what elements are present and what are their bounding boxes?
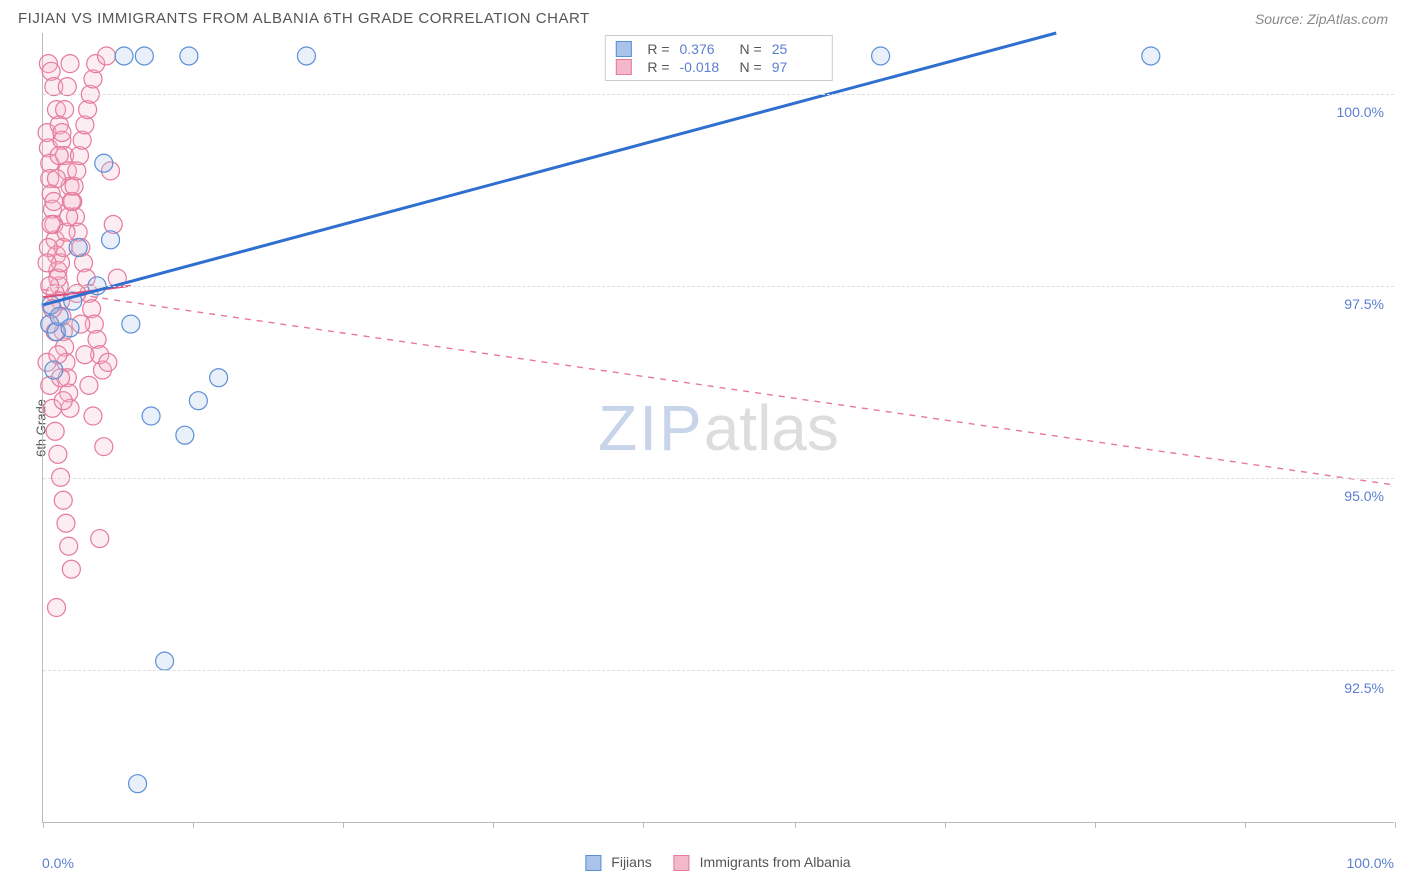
header: FIJIAN VS IMMIGRANTS FROM ALBANIA 6TH GR… xyxy=(0,0,1406,33)
plot-svg xyxy=(43,33,1394,822)
legend-label: Immigrants from Albania xyxy=(700,854,851,870)
series-legend: Fijians Immigrants from Albania xyxy=(585,854,850,871)
legend-swatch-icon xyxy=(674,855,690,871)
y-tick-label: 95.0% xyxy=(1344,488,1384,504)
r-value-albania: -0.018 xyxy=(680,59,730,75)
source-label: Source: ZipAtlas.com xyxy=(1255,11,1388,27)
x-tick xyxy=(493,822,494,828)
n-label: N = xyxy=(740,41,762,57)
gridline xyxy=(43,286,1394,287)
x-tick xyxy=(343,822,344,828)
gridline xyxy=(43,478,1394,479)
r-label: R = xyxy=(647,41,669,57)
n-value-fijians: 25 xyxy=(772,41,822,57)
r-label: R = xyxy=(647,59,669,75)
x-tick xyxy=(643,822,644,828)
x-tick xyxy=(193,822,194,828)
plot-region: ZIPatlas R = 0.376 N = 25 R = -0.018 N =… xyxy=(42,33,1394,823)
legend-swatch-icon xyxy=(585,855,601,871)
x-tick xyxy=(1095,822,1096,828)
legend-label: Fijians xyxy=(611,854,651,870)
chart-area: 6th Grade ZIPatlas R = 0.376 N = 25 R = … xyxy=(42,33,1394,823)
legend-row-fijians: R = 0.376 N = 25 xyxy=(615,40,821,58)
gridline xyxy=(43,670,1394,671)
x-axis-min-label: 0.0% xyxy=(42,855,74,871)
x-tick xyxy=(1395,822,1396,828)
x-axis-max-label: 100.0% xyxy=(1347,855,1394,871)
legend-row-albania: R = -0.018 N = 97 xyxy=(615,58,821,76)
r-value-fijians: 0.376 xyxy=(680,41,730,57)
x-tick xyxy=(945,822,946,828)
legend-item-albania: Immigrants from Albania xyxy=(674,854,851,871)
n-value-albania: 97 xyxy=(772,59,822,75)
legend-item-fijians: Fijians xyxy=(585,854,651,871)
legend-swatch-albania xyxy=(615,59,631,75)
y-tick-label: 100.0% xyxy=(1337,104,1384,120)
y-tick-label: 92.5% xyxy=(1344,680,1384,696)
correlation-legend: R = 0.376 N = 25 R = -0.018 N = 97 xyxy=(604,35,832,81)
gridline xyxy=(43,94,1394,95)
x-tick xyxy=(43,822,44,828)
n-label: N = xyxy=(740,59,762,75)
legend-swatch-fijians xyxy=(615,41,631,57)
x-tick xyxy=(795,822,796,828)
x-tick xyxy=(1245,822,1246,828)
chart-title: FIJIAN VS IMMIGRANTS FROM ALBANIA 6TH GR… xyxy=(18,10,590,27)
y-tick-label: 97.5% xyxy=(1344,296,1384,312)
